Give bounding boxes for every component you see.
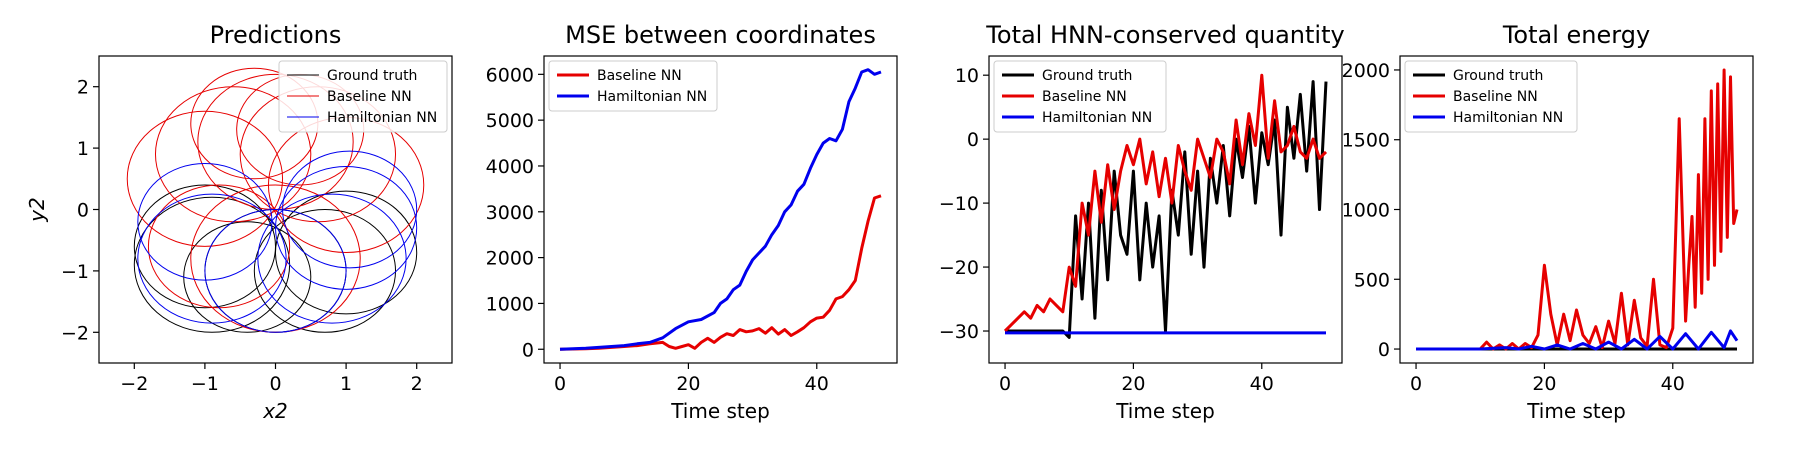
legend-label: Baseline NN xyxy=(597,68,682,84)
chart-title: Total HNN-conserved quantity xyxy=(985,21,1344,49)
plot-area xyxy=(1003,73,1328,339)
x-tick-label: 0 xyxy=(1410,373,1422,395)
y-tick-label: 2 xyxy=(77,77,89,99)
series-line-2 xyxy=(559,68,882,351)
y-tick-label: 3000 xyxy=(486,202,534,224)
legend-label: Hamiltonian NN xyxy=(597,89,707,105)
x-tick-label: 40 xyxy=(805,373,829,395)
y-tick-label: 1000 xyxy=(486,293,534,315)
y-tick-label: 1500 xyxy=(1342,130,1390,152)
chart-panel-3: Total HNN-conserved quantity 0 20 40 −30 −20 −… xyxy=(939,21,1345,423)
legend-box xyxy=(993,60,1167,133)
legend-label: Ground truth xyxy=(1042,68,1132,84)
chart-title: Predictions xyxy=(210,21,342,49)
x-tick-label: 20 xyxy=(676,373,700,395)
y-tick-label: 6000 xyxy=(486,64,534,86)
y-axis-label: y2 xyxy=(25,197,49,223)
legend-label: Baseline NN xyxy=(1042,89,1127,105)
legend-label: Ground truth xyxy=(327,68,417,84)
x-axis-label: Time step xyxy=(1115,399,1215,423)
chart-panel-2: MSE between coordinates 0 20 40 0 1000 2000 300… xyxy=(486,21,898,423)
y-tick-label: −2 xyxy=(61,322,89,344)
series-line-1 xyxy=(559,194,882,351)
legend-label: Hamiltonian NN xyxy=(1042,110,1152,126)
y-tick-label: −1 xyxy=(61,261,89,283)
y-tick-label: 500 xyxy=(1354,269,1390,291)
legend-label: Baseline NN xyxy=(327,89,412,105)
x-tick-label: 0 xyxy=(269,373,281,395)
series-3-loop xyxy=(137,193,287,324)
y-tick-label: 0 xyxy=(77,200,89,222)
legend-box xyxy=(548,60,718,112)
y-tick-label: 2000 xyxy=(1342,60,1390,82)
plot-area xyxy=(1416,68,1739,351)
y-tick-label: 4000 xyxy=(486,156,534,178)
series-2-loop xyxy=(126,110,284,247)
axes-frame xyxy=(988,55,1343,364)
legend: Ground truth Baseline NN Hamiltonian NN xyxy=(993,60,1167,133)
x-tick-label: 20 xyxy=(1121,373,1145,395)
series-line-1 xyxy=(1005,80,1328,339)
series-1-loop xyxy=(133,196,291,333)
x-tick-label: 0 xyxy=(554,373,566,395)
series-3-loop xyxy=(137,162,273,281)
x-tick-label: 20 xyxy=(1532,373,1556,395)
y-tick-label: −20 xyxy=(939,257,979,279)
y-tick-label: −10 xyxy=(939,193,979,215)
x-axis-label: Time step xyxy=(1526,399,1626,423)
y-tick-label: 10 xyxy=(955,65,979,87)
legend: Ground truth Baseline NN Hamiltonian NN xyxy=(278,60,448,133)
legend-label: Ground truth xyxy=(1453,68,1543,84)
chart-title: MSE between coordinates xyxy=(565,21,876,49)
y-tick-label: 0 xyxy=(1378,339,1390,361)
axes-frame xyxy=(543,55,898,364)
legend-label: Hamiltonian NN xyxy=(327,110,437,126)
legend: Baseline NN Hamiltonian NN xyxy=(548,60,718,112)
x-tick-label: 1 xyxy=(340,373,352,395)
legend-box xyxy=(278,60,448,133)
x-tick-label: 0 xyxy=(999,373,1011,395)
chart-title: Total energy xyxy=(1502,21,1650,49)
legend: Ground truth Baseline NN Hamiltonian NN xyxy=(1404,60,1578,133)
legend-label: Hamiltonian NN xyxy=(1453,110,1563,126)
y-tick-label: 5000 xyxy=(486,110,534,132)
series-1-loop xyxy=(253,209,397,333)
series-3-loop xyxy=(257,193,407,324)
series-3-loop xyxy=(282,150,418,269)
y-tick-label: 1000 xyxy=(1342,200,1390,222)
chart-panel-1: Predictions −2 −1 0 1 2 −2 −1 0 1 2 x2 y2 Ground trut… xyxy=(25,21,453,423)
x-axis-label: x2 xyxy=(262,399,288,423)
plot-area xyxy=(559,68,882,351)
y-tick-label: −30 xyxy=(939,321,979,343)
x-tick-label: −2 xyxy=(120,373,148,395)
legend-box xyxy=(1404,60,1578,133)
x-tick-label: −1 xyxy=(191,373,219,395)
series-3-loop xyxy=(275,166,418,290)
x-tick-label: 40 xyxy=(1250,373,1274,395)
series-line-2 xyxy=(1003,73,1328,333)
series-1-loop xyxy=(133,184,276,309)
legend-label: Baseline NN xyxy=(1453,89,1538,105)
x-axis-label: Time step xyxy=(670,399,770,423)
x-tick-label: 2 xyxy=(411,373,423,395)
y-tick-label: 2000 xyxy=(486,248,534,270)
x-tick-label: 40 xyxy=(1661,373,1685,395)
series-line-3 xyxy=(1416,329,1739,351)
chart-panel-4: Total energy 0 20 40 0 500 1000 1500 2000 Time st… xyxy=(1342,21,1754,423)
y-tick-label: 1 xyxy=(77,138,89,160)
y-tick-label: 0 xyxy=(967,129,979,151)
y-tick-label: 0 xyxy=(522,339,534,361)
series-3-loop xyxy=(204,209,347,333)
